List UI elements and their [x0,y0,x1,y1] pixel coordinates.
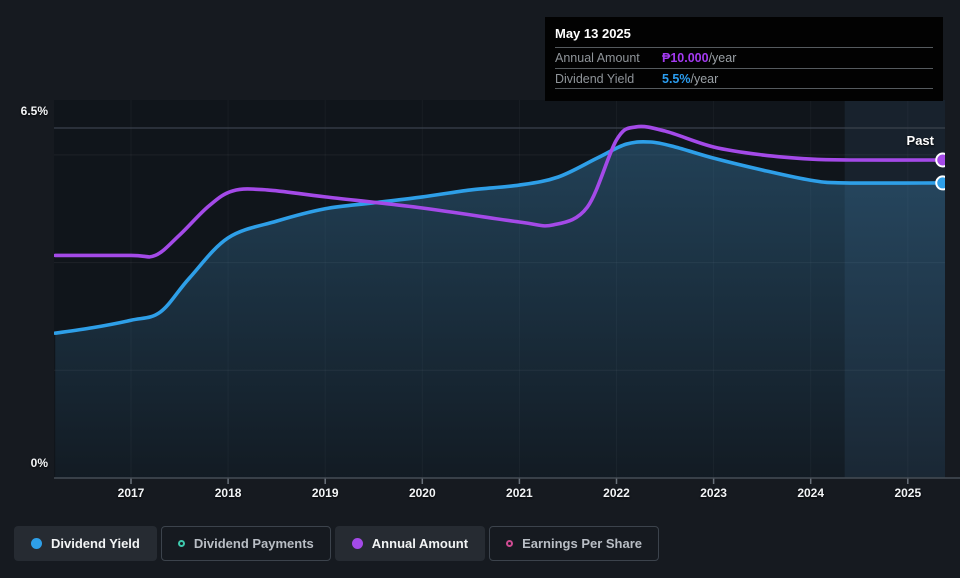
legend-toggle-dividend-payments[interactable]: Dividend Payments [161,526,331,561]
y-axis-bottom-label: 0% [0,456,48,470]
x-tick-label: 2019 [303,486,347,500]
tooltip-rows: Annual Amount ₱10.000 /year Dividend Yie… [555,47,933,89]
x-tick-label: 2018 [206,486,250,500]
y-axis-top-label: 6.5% [0,104,48,118]
x-tick-label: 2024 [789,486,833,500]
legend-toggle-annual-amount[interactable]: Annual Amount [335,526,485,561]
tooltip-suffix: /year [691,72,719,86]
tooltip-suffix: /year [709,51,737,65]
legend-label: Earnings Per Share [522,536,642,551]
annual-amount-dot-icon [352,538,363,549]
legend-label: Dividend Yield [51,536,140,551]
chart-legend: Dividend Yield Dividend Payments Annual … [14,526,659,561]
tooltip-label: Annual Amount [555,51,662,65]
tooltip-value: 5.5% [662,72,691,86]
dividend-yield-dot-icon [31,538,42,549]
past-region-label: Past [907,133,934,148]
x-tick-label: 2022 [595,486,639,500]
x-tick-label: 2017 [109,486,153,500]
tooltip-row-annual-amount: Annual Amount ₱10.000 /year [555,47,933,68]
legend-toggle-earnings-per-share[interactable]: Earnings Per Share [489,526,659,561]
x-tick-label: 2020 [400,486,444,500]
legend-label: Annual Amount [372,536,468,551]
earnings-per-share-ring-icon [506,540,513,547]
tooltip-value: ₱10.000 [662,51,709,65]
tooltip-label: Dividend Yield [555,72,662,86]
tooltip-row-dividend-yield: Dividend Yield 5.5% /year [555,68,933,89]
x-tick-label: 2023 [692,486,736,500]
legend-label: Dividend Payments [194,536,314,551]
x-tick-label: 2025 [886,486,930,500]
chart-tooltip: May 13 2025 Annual Amount ₱10.000 /year … [545,17,943,101]
x-tick-label: 2021 [497,486,541,500]
dividend-payments-ring-icon [178,540,185,547]
legend-toggle-dividend-yield[interactable]: Dividend Yield [14,526,157,561]
dividend-history-chart-page: { "tooltip": { "date": "May 13 2025", "r… [0,0,960,578]
tooltip-date: May 13 2025 [545,17,943,47]
